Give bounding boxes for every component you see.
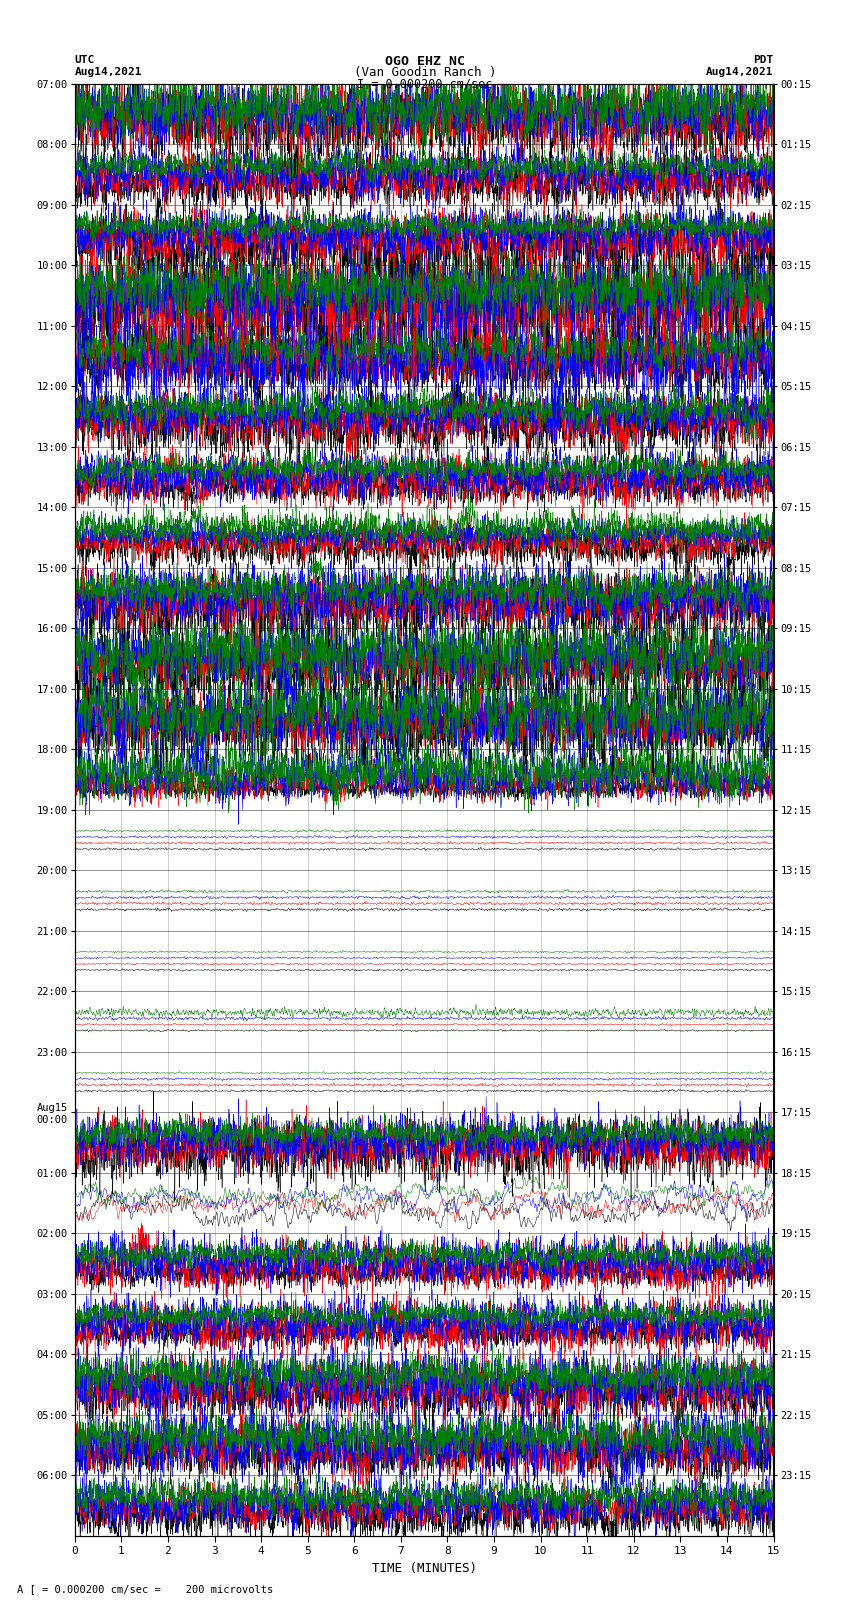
Text: UTC: UTC: [75, 55, 95, 65]
Text: OGO EHZ NC: OGO EHZ NC: [385, 55, 465, 68]
Text: Aug14,2021: Aug14,2021: [75, 68, 142, 77]
Text: A [ = 0.000200 cm/sec =    200 microvolts: A [ = 0.000200 cm/sec = 200 microvolts: [17, 1584, 273, 1594]
Text: (Van Goodin Ranch ): (Van Goodin Ranch ): [354, 66, 496, 79]
X-axis label: TIME (MINUTES): TIME (MINUTES): [371, 1561, 477, 1574]
Text: Aug14,2021: Aug14,2021: [706, 68, 774, 77]
Text: I = 0.000200 cm/sec: I = 0.000200 cm/sec: [357, 77, 493, 90]
Text: PDT: PDT: [753, 55, 774, 65]
